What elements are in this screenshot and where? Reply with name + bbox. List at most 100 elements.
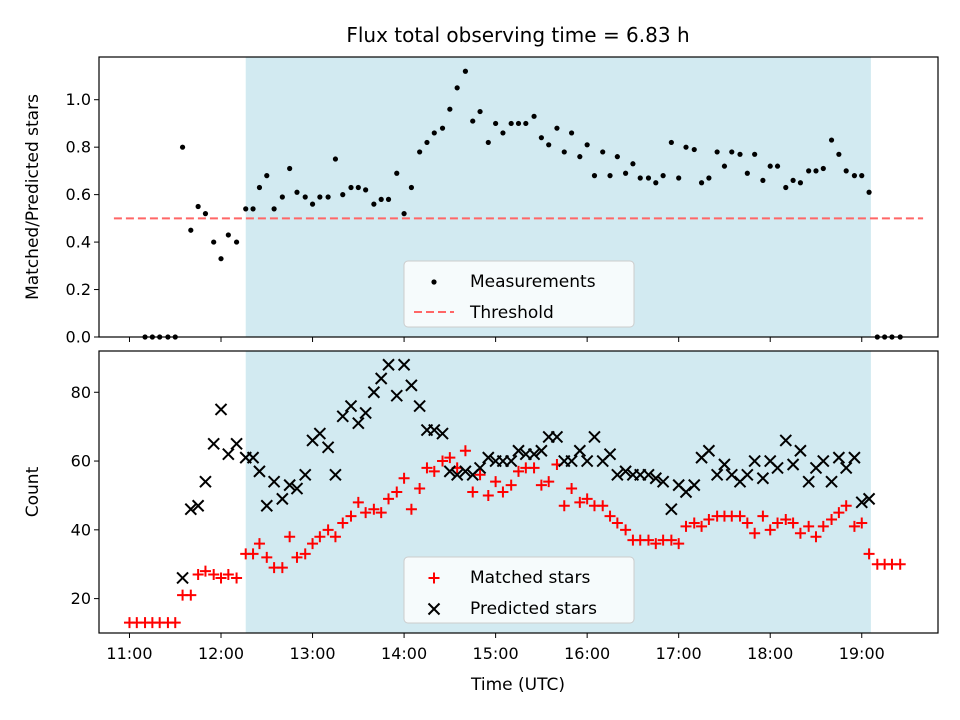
series-measurements-point	[790, 177, 796, 183]
series-measurements-point	[622, 170, 629, 176]
series-predicted-stars-point	[504, 454, 518, 468]
series-predicted-stars-point	[688, 478, 701, 492]
series-measurements-point	[462, 68, 469, 74]
series-matched-stars-point	[276, 562, 288, 574]
series-matched-stars-point	[826, 514, 838, 526]
chart-title: Flux total observing time = 6.83 h	[346, 23, 689, 47]
series-predicted-stars-point	[367, 386, 381, 399]
x-tick-label: 12:00	[198, 644, 244, 663]
series-predicted-stars-point	[214, 403, 228, 416]
series-measurements-point	[271, 206, 277, 212]
series-measurements-point	[256, 184, 263, 191]
series-measurements-point	[607, 173, 613, 179]
series-matched-stars-point	[352, 496, 364, 508]
series-matched-stars-point	[780, 514, 792, 526]
legend-entry-matched-stars-swatch	[428, 572, 440, 584]
series-predicted-stars-point	[344, 399, 358, 413]
series-matched-stars-point	[803, 520, 815, 532]
series-predicted-stars-point	[436, 427, 449, 440]
series-matched-stars-point	[428, 465, 440, 477]
series-predicted-stars-point	[313, 427, 327, 440]
series-measurements-point	[250, 206, 256, 212]
series-measurements-point	[706, 175, 712, 181]
series-predicted-stars-point	[473, 461, 487, 475]
series-predicted-stars-point	[352, 417, 365, 430]
series-measurements-point	[225, 232, 231, 238]
series-matched-stars-point	[574, 496, 586, 508]
y-tick-label: 0.2	[66, 280, 91, 299]
series-measurements-point	[431, 130, 437, 136]
series-matched-stars-point	[253, 538, 265, 550]
series-predicted-stars-point	[580, 454, 594, 468]
series-matched-stars-point	[566, 483, 578, 495]
legend-entry-matched-stars-label: Matched stars	[470, 568, 590, 588]
plot-frame	[98, 56, 939, 338]
series-measurements-point	[691, 146, 697, 153]
series-measurements-point	[355, 184, 361, 191]
series-predicted-stars-point	[794, 444, 807, 457]
series-matched-stars-point	[322, 524, 334, 536]
series-matched-stars-point	[192, 569, 204, 581]
series-matched-stars-point	[757, 510, 769, 522]
series-measurements-point	[348, 184, 354, 191]
series-measurements-point	[676, 175, 682, 181]
series-predicted-stars-point	[565, 454, 578, 468]
series-matched-stars-point	[696, 520, 708, 532]
series-matched-stars-point	[444, 452, 456, 464]
x-tick-label: 17:00	[656, 644, 702, 663]
series-matched-stars-point	[558, 500, 570, 512]
y-tick-label: 0.4	[66, 233, 91, 252]
series-measurements-point	[447, 106, 453, 112]
series-measurements-point	[179, 144, 186, 150]
series-measurements-point	[523, 120, 529, 127]
series-predicted-stars-point	[336, 410, 349, 423]
series-measurements-point	[385, 196, 392, 202]
series-measurements-point	[302, 194, 308, 200]
series-measurements-point	[309, 201, 316, 207]
series-matched-stars-point	[299, 548, 311, 560]
series-matched-stars-point	[665, 534, 677, 546]
series-measurements-point	[195, 203, 201, 210]
series-predicted-stars-point	[825, 475, 838, 488]
series-measurements-point	[721, 163, 728, 169]
series-predicted-stars-point	[512, 444, 525, 457]
series-matched-stars-point	[581, 493, 593, 505]
series-measurements-point	[577, 154, 583, 160]
series-matched-stars-point	[467, 486, 479, 498]
series-predicted-stars-point	[199, 475, 212, 488]
series-measurements-point	[737, 151, 743, 157]
legend: Matched stars Predicted stars	[403, 556, 635, 624]
legend-box	[403, 556, 635, 624]
series-predicted-stars-point	[397, 358, 411, 371]
series-matched-stars-point	[741, 517, 753, 529]
series-measurements-point	[851, 173, 858, 179]
series-matched-stars-point	[840, 500, 852, 512]
series-predicted-stars-point	[191, 499, 205, 512]
series-predicted-stars-point	[603, 447, 617, 461]
series-predicted-stars-point	[246, 451, 260, 464]
series-measurements-point	[287, 165, 293, 172]
series-matched-stars-point	[528, 462, 540, 474]
series-matched-stars-point	[894, 558, 906, 570]
series-measurements-point	[637, 175, 643, 181]
series-predicted-stars-point	[573, 444, 587, 457]
series-predicted-stars-point	[710, 468, 724, 482]
series-measurements-point	[218, 256, 224, 262]
series-matched-stars-point	[734, 510, 746, 522]
series-predicted-stars-point	[329, 468, 342, 482]
series-matched-stars-point	[856, 517, 868, 529]
series-matched-stars-point	[215, 572, 227, 584]
series-predicted-stars-point	[222, 447, 235, 461]
series-matched-stars-point	[620, 524, 632, 536]
series-predicted-stars-point	[786, 458, 800, 471]
series-measurements-point	[683, 144, 689, 150]
series-matched-stars-point	[405, 503, 417, 515]
series-measurements-point	[401, 211, 407, 217]
y-tick-label: 60	[71, 452, 91, 471]
series-matched-stars-point	[817, 520, 829, 532]
series-predicted-stars-point	[656, 475, 670, 488]
series-predicted-stars-point	[459, 465, 472, 478]
series-matched-stars-point	[360, 507, 372, 519]
series-predicted-stars-point	[443, 465, 457, 478]
series-predicted-stars-point	[260, 499, 273, 512]
